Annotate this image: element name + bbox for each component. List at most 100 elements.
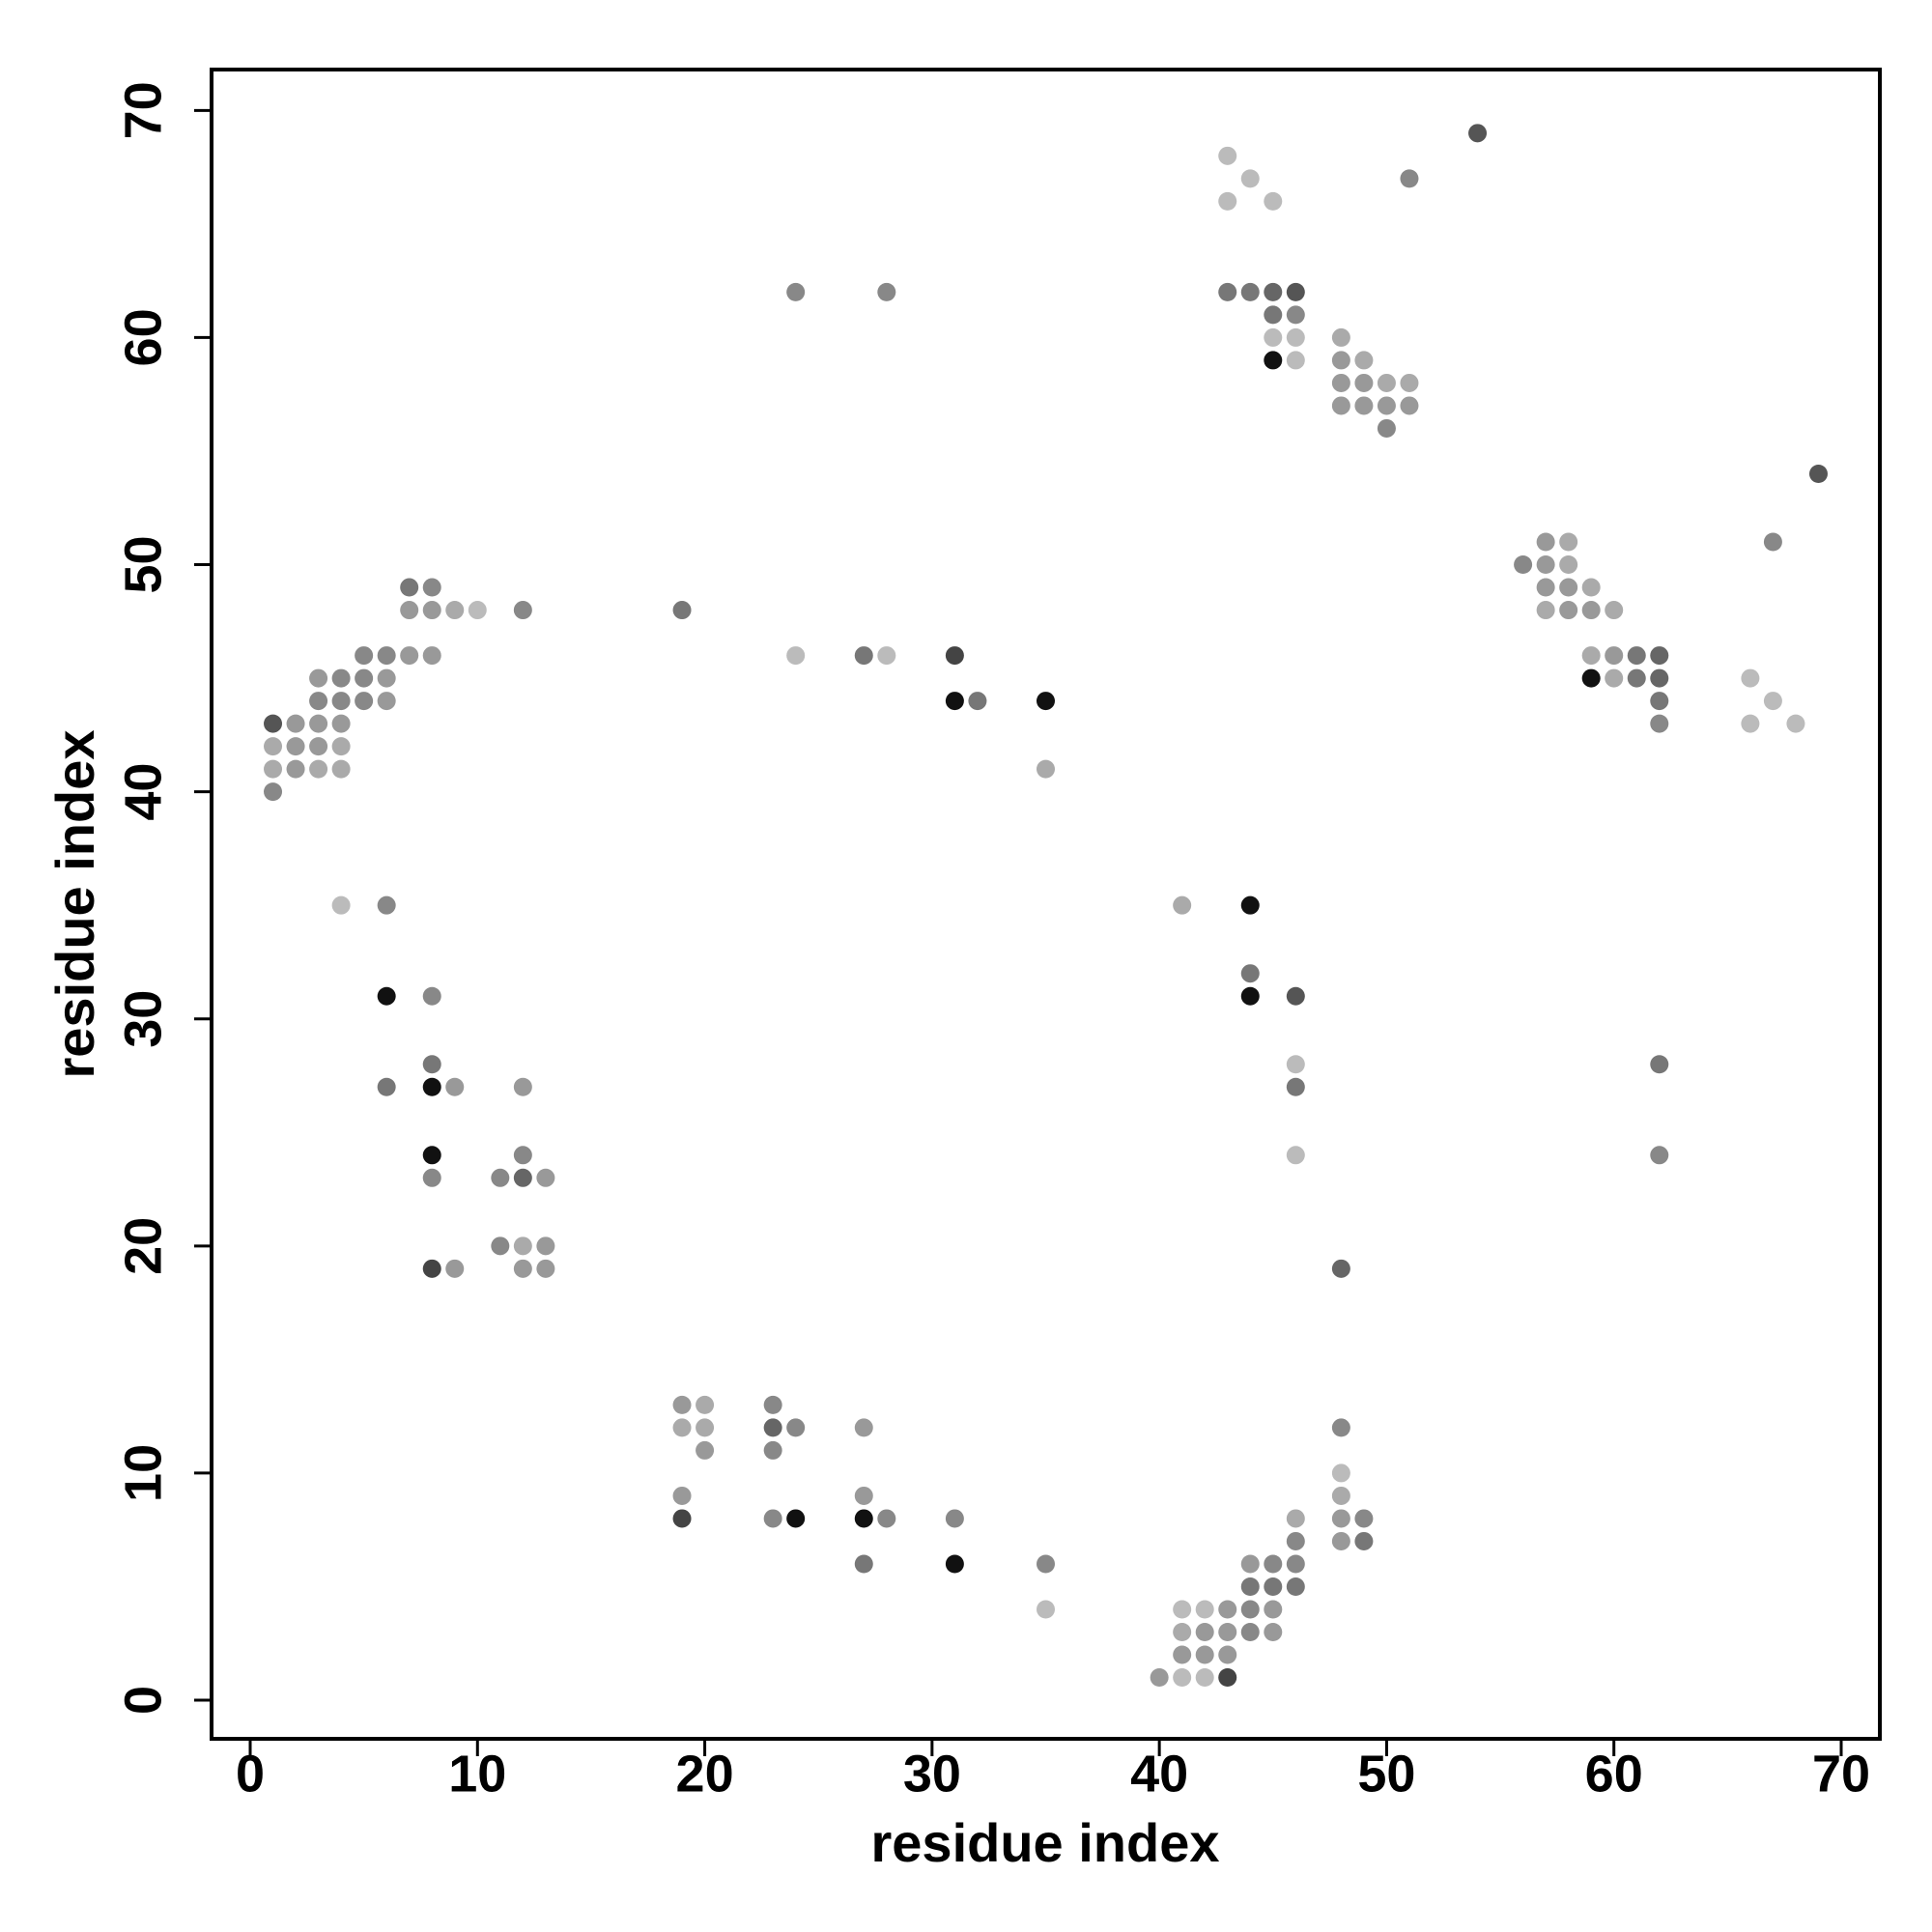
point	[1331, 1486, 1350, 1505]
point	[1559, 532, 1578, 552]
point	[1331, 1509, 1350, 1528]
point	[422, 1077, 441, 1096]
point	[309, 737, 328, 756]
point	[1218, 1623, 1237, 1642]
point	[1264, 351, 1283, 370]
point	[1264, 305, 1283, 325]
point	[331, 759, 351, 779]
point	[945, 1509, 964, 1528]
point	[945, 646, 964, 666]
x-axis-title: residue index	[870, 1812, 1219, 1873]
point	[854, 1418, 873, 1437]
point	[1650, 646, 1669, 666]
point	[1400, 396, 1419, 415]
point	[1037, 1600, 1055, 1619]
point	[1581, 668, 1601, 688]
point	[309, 714, 328, 733]
point	[309, 668, 328, 688]
y-tick-label: 50	[114, 535, 172, 593]
point	[1331, 1463, 1350, 1483]
point	[1173, 1645, 1192, 1664]
point	[1240, 1600, 1260, 1619]
point	[355, 692, 374, 711]
point	[945, 1554, 964, 1574]
point	[1195, 1645, 1214, 1664]
point	[1468, 124, 1488, 143]
point	[1240, 282, 1260, 301]
point	[400, 646, 419, 666]
point	[854, 1486, 873, 1505]
point	[1037, 692, 1055, 711]
point	[1286, 327, 1305, 347]
x-tick-label: 70	[1812, 1745, 1870, 1803]
point	[968, 692, 987, 711]
point	[331, 692, 351, 711]
point	[1331, 373, 1350, 392]
point	[763, 1395, 782, 1414]
point	[513, 1146, 532, 1165]
point	[331, 895, 351, 915]
point	[1218, 282, 1237, 301]
point	[1286, 1077, 1305, 1096]
point	[1650, 1146, 1669, 1165]
x-tick-label: 0	[236, 1745, 265, 1803]
point	[1286, 282, 1305, 301]
point	[672, 1486, 692, 1505]
point	[1536, 601, 1555, 620]
point	[1264, 1577, 1283, 1596]
point	[1286, 1055, 1305, 1074]
point	[1218, 1668, 1237, 1688]
point	[1286, 1577, 1305, 1596]
y-tick-label: 20	[114, 1217, 172, 1275]
point	[1581, 601, 1601, 620]
point	[331, 668, 351, 688]
y-tick-label: 60	[114, 308, 172, 366]
point	[377, 646, 396, 666]
point	[1286, 305, 1305, 325]
point	[786, 646, 806, 666]
point	[1240, 169, 1260, 188]
point	[1763, 692, 1782, 711]
point	[468, 601, 487, 620]
point	[422, 1259, 441, 1278]
point	[877, 282, 896, 301]
point	[1218, 146, 1237, 165]
point	[1240, 895, 1260, 915]
point	[422, 601, 441, 620]
plot-frame	[210, 68, 1882, 1741]
point	[672, 1418, 692, 1437]
point	[491, 1168, 510, 1187]
point	[422, 1146, 441, 1165]
point	[1354, 1509, 1374, 1528]
point	[445, 601, 465, 620]
point	[1218, 1600, 1237, 1619]
point	[1286, 351, 1305, 370]
point	[309, 759, 328, 779]
point	[1331, 351, 1350, 370]
point	[1559, 601, 1578, 620]
point	[536, 1236, 555, 1256]
point	[1264, 282, 1283, 301]
point	[1741, 714, 1760, 733]
y-tick-label: 70	[114, 81, 172, 139]
point	[377, 895, 396, 915]
point	[1331, 396, 1350, 415]
point	[1808, 464, 1828, 483]
point	[264, 759, 283, 779]
point	[1331, 1418, 1350, 1437]
point	[1331, 1259, 1350, 1278]
x-tick-label: 30	[903, 1745, 961, 1803]
y-tick-label: 0	[114, 1686, 172, 1715]
point	[854, 646, 873, 666]
point	[763, 1509, 782, 1528]
point	[763, 1440, 782, 1460]
point	[1240, 964, 1260, 983]
point	[1264, 1623, 1283, 1642]
point	[1240, 986, 1260, 1006]
point	[1377, 396, 1396, 415]
point	[1400, 169, 1419, 188]
point	[696, 1440, 715, 1460]
point	[1605, 668, 1624, 688]
point	[355, 668, 374, 688]
point	[1286, 1531, 1305, 1550]
